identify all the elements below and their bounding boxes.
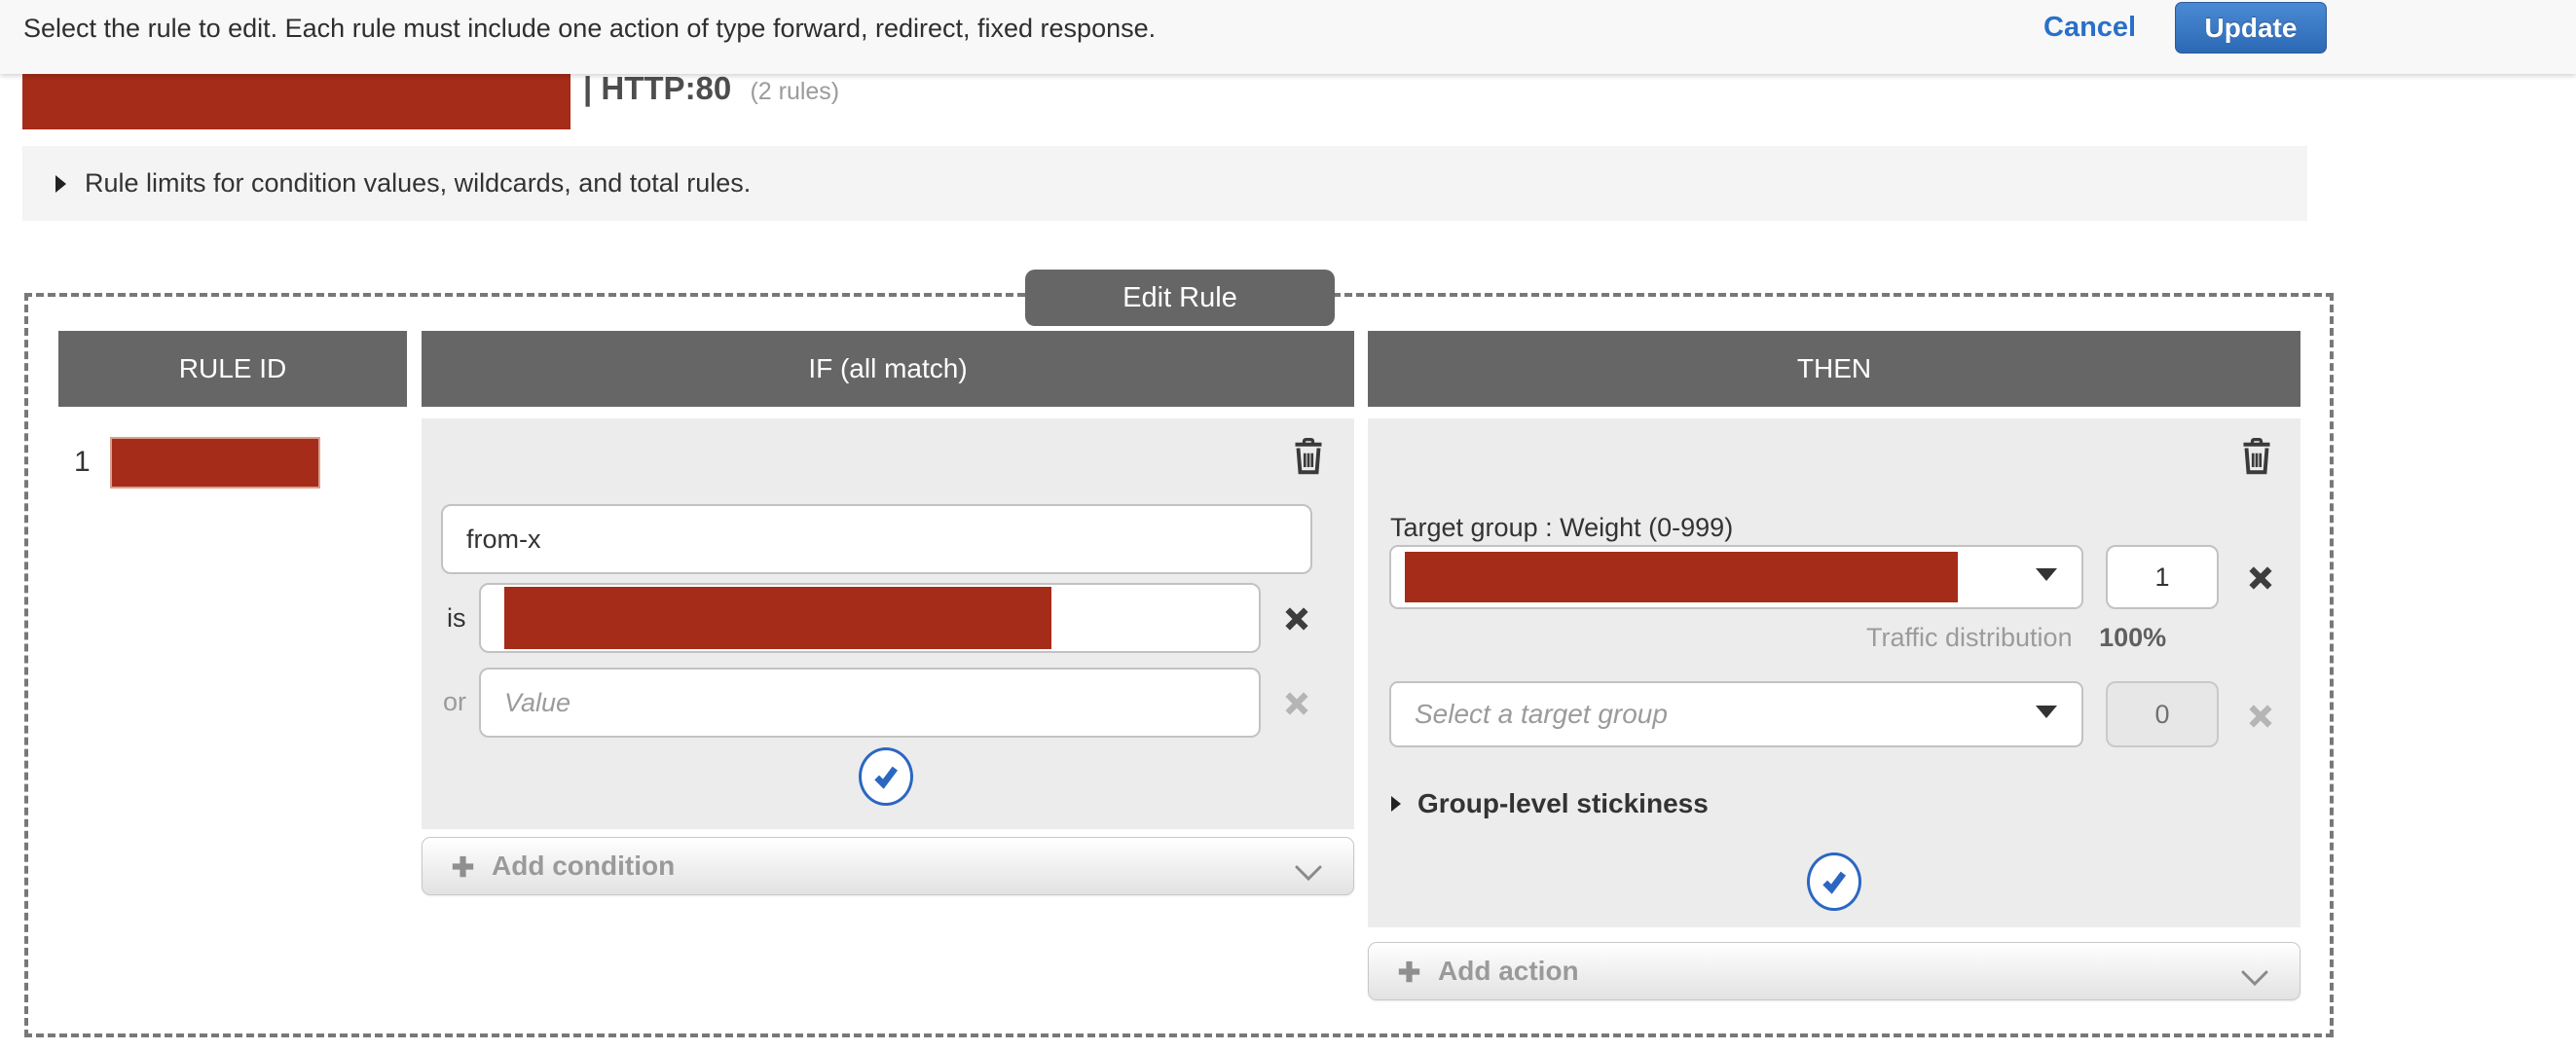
x-icon bbox=[2247, 566, 2274, 595]
x-icon-disabled bbox=[1283, 692, 1310, 720]
target-group-weight-label: Target group : Weight (0-999) bbox=[1390, 513, 1734, 542]
expand-triangle-icon bbox=[55, 174, 67, 194]
x-icon bbox=[1283, 607, 1310, 635]
caret-down-icon bbox=[2035, 705, 2058, 724]
trash-icon bbox=[1291, 438, 1326, 479]
weight-input[interactable] bbox=[2106, 545, 2219, 609]
cancel-button[interactable]: Cancel bbox=[2043, 12, 2137, 43]
traffic-distribution-label: Traffic distribution bbox=[1866, 623, 2073, 652]
redacted-target-group-name bbox=[1405, 552, 1958, 602]
target-group-placeholder: Select a target group bbox=[1415, 699, 1668, 729]
top-action-bar: Select the rule to edit. Each rule must … bbox=[0, 0, 2576, 74]
plus-icon bbox=[450, 853, 476, 880]
listener-title: | HTTP:80 (2 rules) bbox=[583, 70, 839, 107]
target-group-select[interactable] bbox=[1389, 545, 2083, 609]
chevron-down-icon bbox=[2241, 962, 2268, 994]
rule-id-value: 1 bbox=[74, 446, 91, 478]
rule-limits-expander[interactable]: Rule limits for condition values, wildca… bbox=[22, 146, 2307, 221]
update-button[interactable]: Update bbox=[2175, 2, 2327, 54]
x-icon-disabled bbox=[2247, 705, 2274, 733]
add-condition-label: Add condition bbox=[492, 851, 676, 881]
confirm-condition-button[interactable] bbox=[859, 747, 913, 806]
then-action-card bbox=[1368, 418, 2300, 927]
expand-triangle-icon bbox=[1390, 795, 1402, 813]
stickiness-label: Group-level stickiness bbox=[1417, 788, 1709, 818]
redacted-rule-name bbox=[110, 437, 320, 489]
remove-target-group-button[interactable] bbox=[2247, 564, 2274, 595]
add-condition-button[interactable]: Add condition bbox=[422, 837, 1354, 895]
remove-second-target-group-button[interactable] bbox=[2247, 703, 2274, 733]
rule-limits-label: Rule limits for condition values, wildca… bbox=[85, 168, 752, 198]
caret-down-icon bbox=[2035, 567, 2058, 587]
is-label: is bbox=[447, 603, 466, 633]
confirm-action-button[interactable] bbox=[1807, 852, 1861, 911]
remove-empty-value-button[interactable] bbox=[1283, 690, 1310, 720]
or-label: or bbox=[443, 687, 467, 716]
listener-rules-count: (2 rules) bbox=[750, 78, 840, 105]
column-header-if: IF (all match) bbox=[422, 331, 1354, 407]
listener-protocol-port: HTTP:80 bbox=[601, 70, 732, 106]
column-header-then: THEN bbox=[1368, 331, 2300, 407]
listener-separator: | bbox=[583, 70, 593, 106]
checkmark-icon bbox=[1819, 865, 1850, 899]
plus-icon bbox=[1396, 959, 1422, 985]
additional-value-input[interactable] bbox=[479, 668, 1261, 738]
http-header-name-input[interactable] bbox=[441, 504, 1312, 574]
chevron-down-icon bbox=[1295, 857, 1322, 888]
delete-action-button[interactable] bbox=[2239, 435, 2274, 479]
traffic-distribution-value: 100% bbox=[2099, 623, 2167, 652]
edit-rule-tab: Edit Rule bbox=[1025, 270, 1335, 326]
group-level-stickiness-expander[interactable]: Group-level stickiness bbox=[1390, 788, 1709, 819]
checkmark-icon bbox=[870, 760, 902, 794]
column-header-rule-id: RULE ID bbox=[58, 331, 407, 407]
second-target-group-select[interactable]: Select a target group bbox=[1389, 681, 2083, 747]
remove-value-button[interactable] bbox=[1283, 605, 1310, 635]
add-action-label: Add action bbox=[1438, 956, 1579, 986]
second-weight-input bbox=[2106, 681, 2219, 747]
redacted-load-balancer-name bbox=[22, 68, 570, 129]
instruction-text: Select the rule to edit. Each rule must … bbox=[23, 14, 1157, 43]
redacted-header-value bbox=[504, 587, 1051, 649]
traffic-distribution-row: Traffic distribution 100% bbox=[1866, 623, 2166, 653]
add-action-button[interactable]: Add action bbox=[1368, 942, 2300, 1000]
delete-condition-button[interactable] bbox=[1291, 435, 1326, 479]
trash-icon bbox=[2239, 438, 2274, 479]
